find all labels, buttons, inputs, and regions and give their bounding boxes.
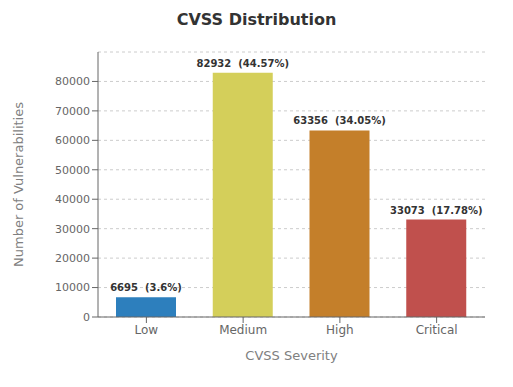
svg-text:Medium: Medium xyxy=(219,323,267,337)
svg-text:80000: 80000 xyxy=(55,75,90,88)
svg-text:10000: 10000 xyxy=(55,281,90,294)
svg-text:30000: 30000 xyxy=(55,223,90,236)
svg-text:70000: 70000 xyxy=(55,105,90,118)
html-text:CVSS Distribution: CVSS Distribution xyxy=(176,10,337,29)
svg-text:6695 (3.6%): 6695 (3.6%) xyxy=(110,282,182,293)
svg-text:40000: 40000 xyxy=(55,193,90,206)
svg-text:0: 0 xyxy=(83,311,90,324)
svg-text:63356 (34.05%): 63356 (34.05%) xyxy=(293,115,386,126)
svg-text:Low: Low xyxy=(135,323,159,337)
svg-text:Number of Vulnerabilities: Number of Vulnerabilities xyxy=(11,102,26,267)
svg-text:High: High xyxy=(326,323,354,337)
svg-text:20000: 20000 xyxy=(55,252,90,265)
svg-text:33073 (17.78%): 33073 (17.78%) xyxy=(390,205,483,216)
svg-text:60000: 60000 xyxy=(55,134,90,147)
svg-text:82932 (44.57%): 82932 (44.57%) xyxy=(196,58,289,69)
svg-text:Critical: Critical xyxy=(416,323,458,337)
svg-text:CVSS Severity: CVSS Severity xyxy=(245,348,338,363)
svg-text:50000: 50000 xyxy=(55,164,90,177)
